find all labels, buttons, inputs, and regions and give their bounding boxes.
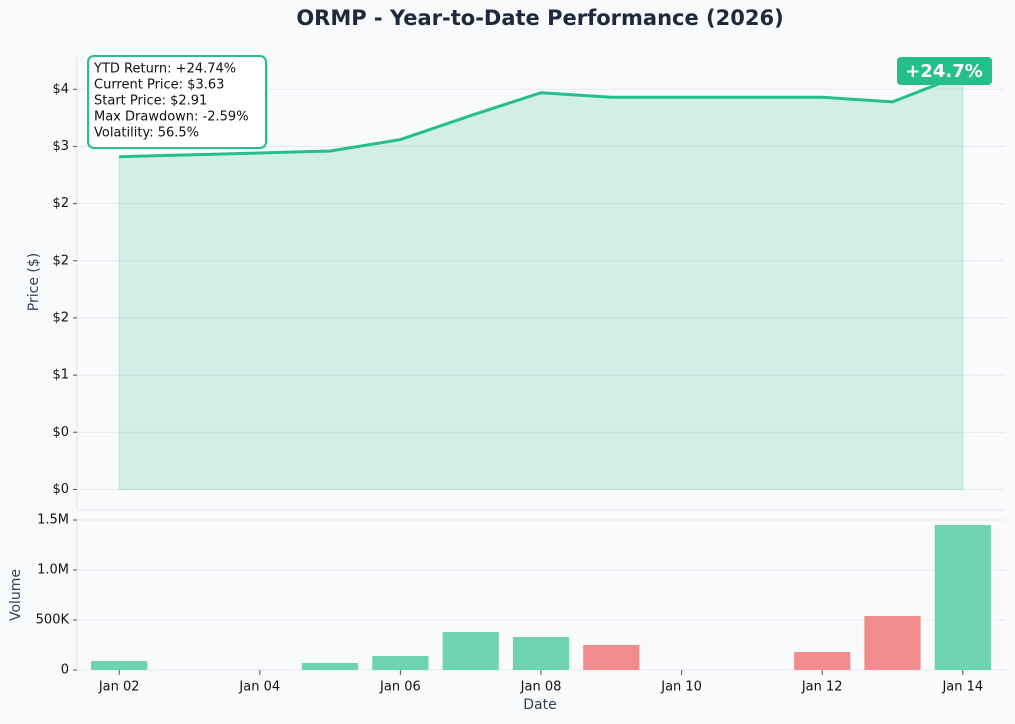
price-line: [119, 73, 964, 159]
y-tick-label: $2: [52, 196, 69, 211]
volume-bar: [583, 645, 640, 670]
badge: [897, 57, 992, 85]
x-tick-label: Jan 10: [660, 680, 702, 695]
y-axis-label: Price ($): [26, 253, 42, 311]
volume-bar: [794, 652, 851, 670]
x-axis-label: Date: [523, 697, 556, 713]
badge-text: +24.7%: [905, 61, 983, 82]
y-tick-label: $0: [52, 482, 69, 497]
x-tick-label: Jan 12: [801, 680, 843, 695]
annotation-box: [87, 55, 267, 149]
annotation-text: Current Price: $3.63: [94, 78, 224, 93]
volume-bar: [864, 616, 921, 670]
x-tick-label: Jan 06: [379, 680, 421, 695]
y-tick-label: 0: [61, 663, 69, 678]
x-tick-label: Jan 02: [98, 680, 140, 695]
annotation-text: Volatility: 56.5%: [94, 126, 199, 141]
y-tick-label: $2: [52, 253, 69, 268]
chart-title: ORMP - Year-to-Date Performance (2026): [296, 6, 783, 30]
y-tick-label: $4: [52, 82, 69, 97]
volume-bar: [442, 632, 499, 670]
y-tick-label: $2: [52, 310, 69, 325]
y-tick-label: $3: [52, 139, 69, 154]
y-tick-label: 500K: [36, 613, 70, 628]
volume-bar: [91, 661, 148, 670]
y-tick-label: 1.5M: [37, 513, 69, 528]
annotation-text: Max Drawdown: -2.59%: [94, 110, 249, 125]
x-tick-label: Jan 04: [238, 680, 280, 695]
x-tick-label: Jan 08: [520, 680, 562, 695]
volume-bar: [934, 525, 991, 670]
annotation-text: YTD Return: +24.74%: [93, 62, 236, 77]
y-axis-label: Volume: [8, 569, 24, 621]
y-tick-label: 1.0M: [37, 563, 69, 578]
volume-bar: [301, 663, 359, 670]
annotation-text: Start Price: $2.91: [94, 94, 207, 109]
y-tick-label: $1: [52, 368, 69, 383]
volume-bar: [512, 637, 570, 670]
x-tick-label: Jan 14: [941, 680, 983, 695]
volume-bar: [372, 656, 429, 670]
y-tick-label: $0: [52, 425, 69, 440]
